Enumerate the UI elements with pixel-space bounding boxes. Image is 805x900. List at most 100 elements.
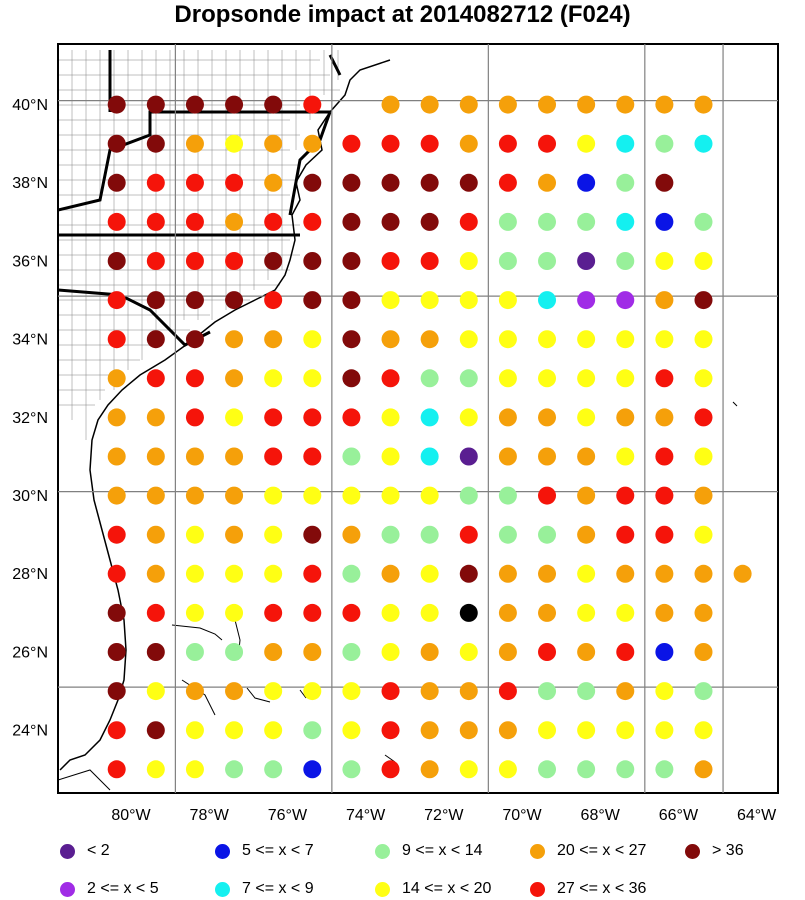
impact-dot (146, 682, 165, 701)
impact-dot (303, 447, 322, 466)
impact-dot (498, 291, 517, 310)
impact-dot (459, 525, 478, 544)
legend-swatch (215, 843, 230, 859)
impact-dot (577, 212, 596, 231)
impact-dot (303, 173, 322, 192)
impact-dot (616, 603, 635, 622)
impact-dot (264, 564, 283, 583)
impact-dot (538, 643, 557, 661)
impact-dot (498, 252, 517, 270)
lon-tick-label: 72°W (424, 807, 464, 824)
impact-dot (420, 134, 439, 153)
impact-dot (538, 486, 557, 505)
impact-dot (146, 95, 165, 114)
axis-labels: 40°N 38°N 36°N 34°N 32°N 30°N 28°N 26°N 24°N 80°W… (12, 97, 777, 824)
impact-dot (225, 291, 244, 310)
impact-dot (498, 134, 517, 153)
impact-dot (185, 564, 204, 583)
impact-dot (107, 564, 126, 583)
impact-dot (577, 643, 596, 661)
impact-dot (616, 95, 635, 114)
impact-dot (185, 252, 204, 270)
impact-dot (264, 603, 283, 622)
impact-dot (342, 525, 361, 544)
impact-dot (694, 525, 713, 544)
impact-dot (655, 291, 674, 310)
impact-dot (107, 291, 126, 310)
impact-dot (420, 525, 439, 544)
impact-dot (498, 447, 517, 466)
lat-tick-label: 30°N (12, 488, 48, 505)
impact-dot (225, 95, 244, 114)
impact-dot (459, 291, 478, 310)
impact-dot (616, 173, 635, 192)
impact-dot (381, 369, 400, 388)
impact-dot (264, 291, 283, 310)
impact-dot (342, 447, 361, 466)
legend-item: 27 <= x < 36 (530, 880, 646, 898)
impact-dot (225, 682, 244, 701)
impact-dot (616, 291, 635, 310)
impact-dot (264, 95, 283, 114)
impact-dot (459, 134, 478, 153)
legend-swatch (215, 881, 230, 897)
impact-dot (616, 721, 635, 740)
impact-dot (342, 134, 361, 153)
impact-dot (694, 486, 713, 505)
impact-dot (225, 643, 244, 661)
impact-dot (498, 95, 517, 114)
impact-dot (225, 760, 244, 779)
impact-dot (107, 643, 126, 661)
impact-dot (264, 486, 283, 505)
impact-dot (577, 134, 596, 153)
impact-dot (381, 603, 400, 622)
impact-dot (577, 721, 596, 740)
impact-dot (381, 330, 400, 349)
impact-dot (264, 173, 283, 192)
impact-dot (303, 721, 322, 740)
lat-tick-label: 38°N (12, 175, 48, 192)
impact-dot (225, 486, 244, 505)
lat-tick-label: 28°N (12, 566, 48, 583)
impact-dot (264, 369, 283, 388)
legend-item: > 36 (685, 842, 744, 860)
lon-tick-label: 80°W (111, 807, 151, 824)
lon-tick-label: 64°W (737, 807, 777, 824)
lon-tick-label: 76°W (268, 807, 308, 824)
impact-dot (655, 212, 674, 231)
impact-dot (303, 564, 322, 583)
impact-dot (498, 212, 517, 231)
legend-item: 20 <= x < 27 (530, 842, 646, 860)
impact-dot (498, 525, 517, 544)
impact-dot (185, 525, 204, 544)
impact-dot (264, 134, 283, 153)
impact-dot (185, 95, 204, 114)
impact-dot (381, 721, 400, 740)
legend-item: 5 <= x < 7 (215, 842, 314, 860)
legend-swatch (60, 843, 75, 859)
impact-dot (498, 721, 517, 740)
impact-dot (420, 212, 439, 231)
impact-dot (185, 330, 204, 349)
impact-dot (459, 330, 478, 349)
impact-dot (498, 682, 517, 701)
impact-dot (459, 643, 478, 661)
impact-dot (107, 721, 126, 740)
lon-tick-label: 78°W (190, 807, 230, 824)
impact-dot (420, 721, 439, 740)
impact-dot (655, 721, 674, 740)
impact-dot (420, 173, 439, 192)
impact-dot (146, 369, 165, 388)
impact-dot (577, 564, 596, 583)
impact-dot (459, 173, 478, 192)
impact-dot (264, 682, 283, 701)
impact-dot (459, 564, 478, 583)
impact-dot (498, 408, 517, 427)
impact-dot (342, 330, 361, 349)
impact-dot (303, 330, 322, 349)
impact-dot (303, 760, 322, 779)
impact-dot (381, 643, 400, 661)
impact-dot (342, 252, 361, 270)
impact-dot (264, 525, 283, 544)
impact-dot (146, 643, 165, 661)
